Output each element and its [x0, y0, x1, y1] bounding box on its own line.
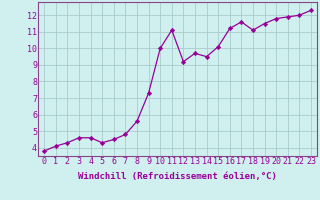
X-axis label: Windchill (Refroidissement éolien,°C): Windchill (Refroidissement éolien,°C) — [78, 172, 277, 181]
